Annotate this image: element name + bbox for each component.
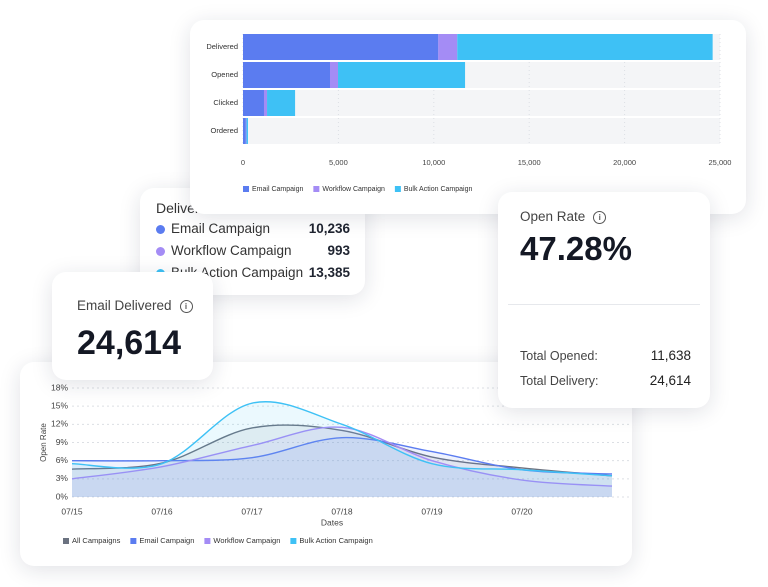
row-background xyxy=(243,90,720,116)
legend-label: Bulk Action Campaign xyxy=(299,536,372,545)
row-value: 24,614 xyxy=(649,373,691,388)
legend-label: Workflow Campaign xyxy=(213,536,280,545)
tooltip-value: 993 xyxy=(327,243,350,258)
y-tick-label: Delivered xyxy=(206,42,238,51)
legend-label: Bulk Action Campaign xyxy=(404,186,473,193)
card-value: 24,614 xyxy=(77,324,181,362)
legend-swatch xyxy=(204,538,211,544)
x-tick-label: 07/18 xyxy=(331,506,353,516)
card-title-text: Open Rate xyxy=(520,209,586,224)
tooltip-value: 10,236 xyxy=(308,221,350,236)
bar-segment xyxy=(267,90,296,116)
bar-segment xyxy=(330,62,339,88)
y-tick-label: 3% xyxy=(56,473,69,483)
bar-segment xyxy=(243,90,264,116)
card-title: Open Rate i xyxy=(520,209,607,224)
tooltip-name: Workflow Campaign xyxy=(171,243,292,258)
bar-segment xyxy=(263,90,268,116)
card-title-text: Email Delivered xyxy=(77,298,172,313)
legend-label: Email Campaign xyxy=(252,186,303,193)
y-axis-label: Open Rate xyxy=(39,423,48,462)
y-tick-label: Opened xyxy=(211,70,238,79)
bar-card: Delivered Opened Clicked Ordered 0 5,000 10,00… xyxy=(190,20,746,214)
bar-chart: Delivered Opened Clicked Ordered 0 5,000 10,00… xyxy=(206,34,732,193)
bar-segment xyxy=(243,118,246,144)
bar-segment xyxy=(438,34,458,60)
bar-segment xyxy=(246,118,248,144)
x-tick-label: 5,000 xyxy=(329,158,348,167)
line xyxy=(71,401,613,477)
y-tick-label: 12% xyxy=(51,419,68,429)
legend-swatch xyxy=(313,186,320,192)
info-icon: i xyxy=(593,210,607,224)
card-value: 47.28% xyxy=(520,230,632,267)
area xyxy=(72,427,612,497)
x-tick-label: 25,000 xyxy=(709,158,732,167)
bar-segment xyxy=(243,34,439,60)
y-tick-label: Clicked xyxy=(213,98,238,107)
legend-swatch xyxy=(290,538,297,544)
legend-swatch xyxy=(243,186,249,192)
legend-label: All Campaigns xyxy=(72,536,121,545)
legend-swatch xyxy=(63,538,69,544)
tooltip-name: Email Campaign xyxy=(171,221,271,236)
line-chart: 0% 3% 6% 9% 12% 15% 18% 07/15 07/16 07/17 07/18 07/… xyxy=(39,382,632,545)
row-label: Total Opened: xyxy=(520,349,598,363)
legend-swatch xyxy=(394,186,401,192)
bar-segment xyxy=(243,62,331,88)
x-tick-label: 15,000 xyxy=(518,158,541,167)
card-title: Email Delivered i xyxy=(77,298,193,313)
y-tick-label: 18% xyxy=(51,382,68,392)
x-tick-label: 07/20 xyxy=(511,506,533,516)
legend-dot xyxy=(156,225,165,234)
legend-label: Workflow Campaign xyxy=(322,186,385,193)
y-tick-label: 15% xyxy=(51,400,68,410)
email-card: Email Delivered i 24,614 xyxy=(52,272,213,380)
y-tick-label: 9% xyxy=(56,437,69,447)
x-tick-label: 07/15 xyxy=(61,506,83,516)
x-axis-label: Dates xyxy=(321,517,343,527)
x-tick-label: 10,000 xyxy=(422,158,445,167)
divider xyxy=(508,304,700,305)
legend-dot xyxy=(156,247,165,256)
row-label: Total Delivery: xyxy=(520,374,599,388)
y-tick-label: Ordered xyxy=(210,126,238,135)
bar-segment xyxy=(338,62,466,88)
info-icon: i xyxy=(179,299,193,313)
x-tick-label: 07/16 xyxy=(151,506,173,516)
x-tick-label: 0 xyxy=(241,158,245,167)
y-tick-label: 6% xyxy=(56,455,69,465)
area xyxy=(72,425,612,497)
bar-segment xyxy=(245,118,247,144)
x-tick-label: 07/19 xyxy=(421,506,443,516)
x-tick-label: 07/17 xyxy=(241,506,263,516)
legend-swatch xyxy=(130,538,137,544)
row-value: 11,638 xyxy=(650,348,691,363)
area xyxy=(72,437,612,497)
row-background xyxy=(243,118,720,144)
bar-segment xyxy=(457,34,713,60)
open-rate-card: Open Rate i 47.28% Total Opened: 11,638 T… xyxy=(498,192,710,408)
area xyxy=(72,401,612,497)
legend-label: Email Campaign xyxy=(139,536,194,545)
x-tick-label: 20,000 xyxy=(613,158,636,167)
tooltip-value: 13,385 xyxy=(308,265,350,280)
y-tick-label: 0% xyxy=(56,491,69,501)
line xyxy=(71,426,613,487)
